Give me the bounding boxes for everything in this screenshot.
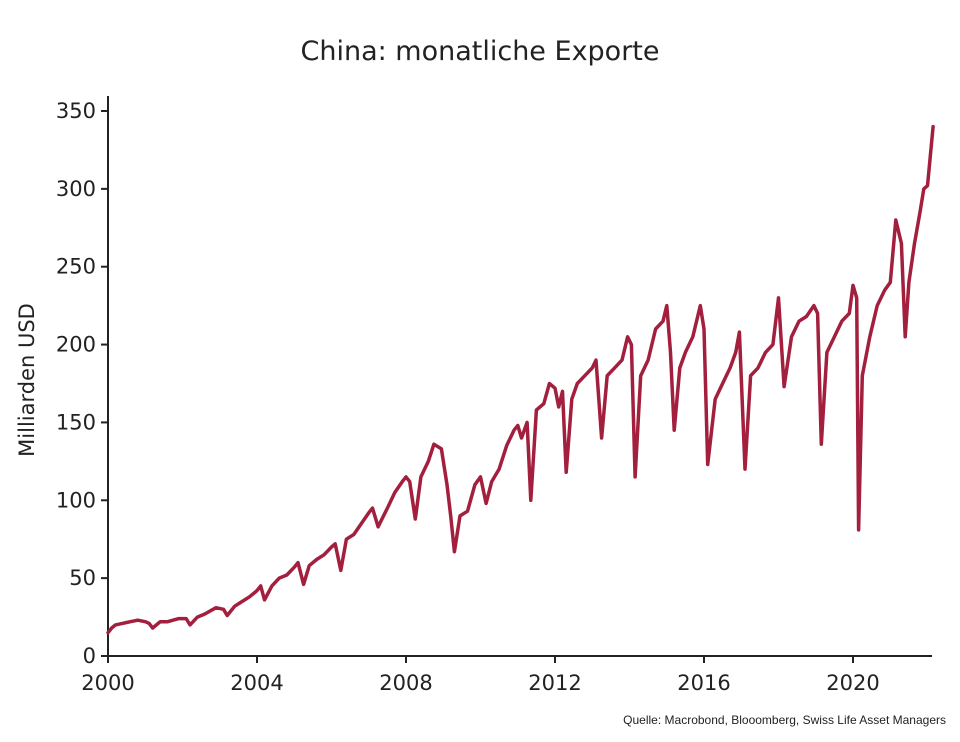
y-axis-label: Milliarden USD <box>15 303 39 457</box>
y-tick-label: 200 <box>56 333 96 357</box>
x-tick-label: 2016 <box>677 671 730 695</box>
x-axis-ticks: 2000 2004 2008 2012 2016 2020 <box>81 656 880 695</box>
y-tick-label: 50 <box>69 566 96 590</box>
y-axis-ticks: 0 50 100 150 200 250 300 350 <box>56 99 108 668</box>
x-tick-label: 2004 <box>230 671 283 695</box>
x-tick-label: 2000 <box>81 671 134 695</box>
series-line-exporte <box>106 124 935 635</box>
y-tick-label: 150 <box>56 410 96 434</box>
x-tick-label: 2020 <box>826 671 879 695</box>
x-tick-label: 2012 <box>528 671 581 695</box>
y-tick-label: 0 <box>83 644 96 668</box>
y-tick-label: 100 <box>56 488 96 512</box>
source-note: Quelle: Macrobond, Blooomberg, Swiss Lif… <box>623 713 946 727</box>
chart-title: China: monatliche Exporte <box>300 36 659 67</box>
y-tick-label: 250 <box>56 255 96 279</box>
y-tick-label: 350 <box>56 99 96 123</box>
x-tick-label: 2008 <box>379 671 432 695</box>
y-tick-label: 300 <box>56 177 96 201</box>
